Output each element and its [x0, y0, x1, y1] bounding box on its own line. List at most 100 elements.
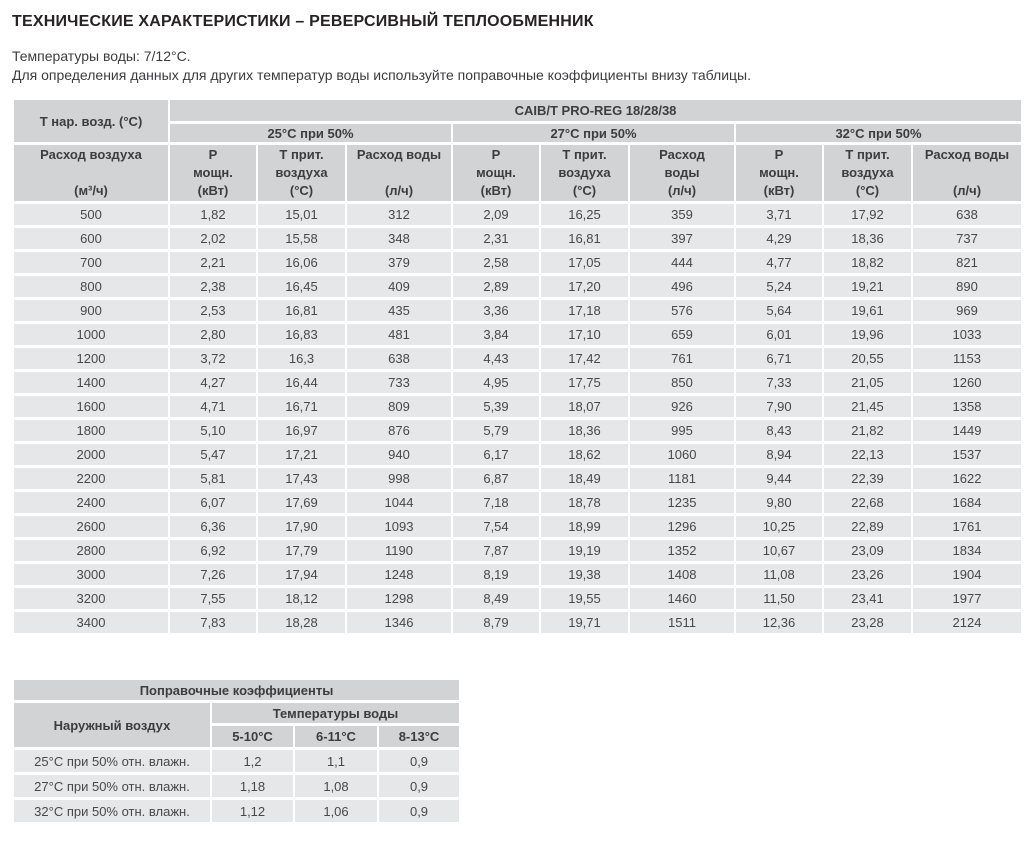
- main-table: Т нар. возд. (°С) CAIB/T PRO-REG 18/28/3…: [12, 97, 1023, 636]
- data-cell: 1033: [913, 324, 1021, 345]
- data-cell: 4,27: [170, 372, 256, 393]
- data-cell: 850: [630, 372, 734, 393]
- data-cell: 23,41: [824, 588, 911, 609]
- correction-table-body: 25°С при 50% отн. влажн. 1,2 1,1 0,9 27°С пр…: [14, 750, 460, 822]
- data-cell: 821: [913, 252, 1021, 273]
- airflow-value: 2400: [14, 492, 168, 513]
- coefficient-value: 0,9: [379, 750, 460, 772]
- table-row: 500 1,82 15,01 312 2,09 16,25 359 3,71 17,92 638: [14, 204, 1021, 225]
- data-cell: 7,90: [736, 396, 822, 417]
- data-cell: 20,55: [824, 348, 911, 369]
- data-cell: 8,43: [736, 420, 822, 441]
- data-cell: 8,19: [453, 564, 539, 585]
- airflow-value: 700: [14, 252, 168, 273]
- data-cell: 348: [347, 228, 451, 249]
- data-cell: 7,26: [170, 564, 256, 585]
- airflow-value: 2800: [14, 540, 168, 561]
- correction-row: 25°С при 50% отн. влажн. 1,2 1,1 0,9: [14, 750, 460, 772]
- data-cell: 11,50: [736, 588, 822, 609]
- airflow-value: 1800: [14, 420, 168, 441]
- data-cell: 6,07: [170, 492, 256, 513]
- data-cell: 481: [347, 324, 451, 345]
- data-cell: 995: [630, 420, 734, 441]
- coefficient-value: 0,9: [379, 775, 460, 797]
- data-cell: 19,55: [541, 588, 628, 609]
- data-cell: 21,45: [824, 396, 911, 417]
- airflow-value: 1600: [14, 396, 168, 417]
- data-cell: 7,87: [453, 540, 539, 561]
- data-cell: 496: [630, 276, 734, 297]
- column-header: Т прит. воздуха (°С): [824, 145, 911, 201]
- data-cell: 18,49: [541, 468, 628, 489]
- water-range-header-3: 8-13°С: [379, 726, 460, 747]
- data-cell: 6,17: [453, 444, 539, 465]
- column-header: Расход воды (л/ч): [347, 145, 451, 201]
- data-cell: 17,18: [541, 300, 628, 321]
- data-cell: 1093: [347, 516, 451, 537]
- data-cell: 1622: [913, 468, 1021, 489]
- data-cell: 5,47: [170, 444, 256, 465]
- data-cell: 3,36: [453, 300, 539, 321]
- data-cell: 4,77: [736, 252, 822, 273]
- data-cell: 19,96: [824, 324, 911, 345]
- data-cell: 2,80: [170, 324, 256, 345]
- table-row: 600 2,02 15,58 348 2,31 16,81 397 4,29 18,36 737: [14, 228, 1021, 249]
- data-cell: 5,24: [736, 276, 822, 297]
- data-cell: 19,21: [824, 276, 911, 297]
- outdoor-air-condition: 32°С при 50% отн. влажн.: [14, 800, 210, 822]
- data-cell: 1449: [913, 420, 1021, 441]
- data-cell: 19,38: [541, 564, 628, 585]
- data-cell: 23,26: [824, 564, 911, 585]
- data-cell: 17,92: [824, 204, 911, 225]
- data-cell: 9,44: [736, 468, 822, 489]
- intro-text: Температуры воды: 7/12°С. Для определени…: [12, 47, 751, 85]
- outdoor-air-condition: 25°С при 50% отн. влажн.: [14, 750, 210, 772]
- airflow-value: 900: [14, 300, 168, 321]
- data-cell: 435: [347, 300, 451, 321]
- data-cell: 8,49: [453, 588, 539, 609]
- data-cell: 16,71: [258, 396, 345, 417]
- data-cell: 5,79: [453, 420, 539, 441]
- data-cell: 12,36: [736, 612, 822, 633]
- data-cell: 1181: [630, 468, 734, 489]
- data-cell: 21,82: [824, 420, 911, 441]
- data-cell: 940: [347, 444, 451, 465]
- data-cell: 18,36: [541, 420, 628, 441]
- coefficient-value: 1,08: [295, 775, 377, 797]
- table-row: 700 2,21 16,06 379 2,58 17,05 444 4,77 18,82 821: [14, 252, 1021, 273]
- data-cell: 5,81: [170, 468, 256, 489]
- data-cell: 1060: [630, 444, 734, 465]
- column-header: Т прит. воздуха (°С): [258, 145, 345, 201]
- data-cell: 998: [347, 468, 451, 489]
- data-cell: 5,39: [453, 396, 539, 417]
- airflow-value: 800: [14, 276, 168, 297]
- airflow-value: 2600: [14, 516, 168, 537]
- data-cell: 1684: [913, 492, 1021, 513]
- data-cell: 4,29: [736, 228, 822, 249]
- column-header: Расход воды (л/ч): [913, 145, 1021, 201]
- data-cell: 4,95: [453, 372, 539, 393]
- correction-table-title: Поправочные коэффициенты: [14, 680, 460, 700]
- data-cell: 876: [347, 420, 451, 441]
- data-cell: 2124: [913, 612, 1021, 633]
- column-header: Т прит. воздуха (°С): [541, 145, 628, 201]
- data-cell: 1153: [913, 348, 1021, 369]
- data-cell: 16,3: [258, 348, 345, 369]
- data-cell: 22,68: [824, 492, 911, 513]
- coefficient-value: 0,9: [379, 800, 460, 822]
- data-cell: 1358: [913, 396, 1021, 417]
- group-header-32: 32°С при 50%: [736, 124, 1021, 142]
- data-cell: 18,99: [541, 516, 628, 537]
- data-cell: 409: [347, 276, 451, 297]
- airflow-value: 2200: [14, 468, 168, 489]
- data-cell: 16,06: [258, 252, 345, 273]
- data-cell: 733: [347, 372, 451, 393]
- data-cell: 1511: [630, 612, 734, 633]
- data-cell: 5,10: [170, 420, 256, 441]
- data-cell: 17,94: [258, 564, 345, 585]
- water-temp-note: Температуры воды: 7/12°С.: [12, 48, 191, 64]
- data-cell: 397: [630, 228, 734, 249]
